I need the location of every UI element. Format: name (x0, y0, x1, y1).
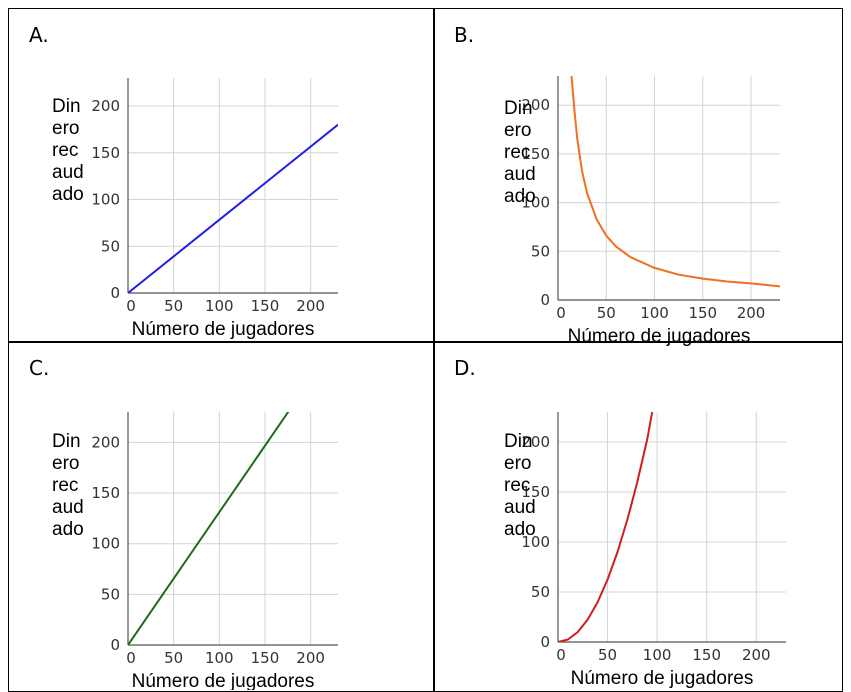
y-axis-label: Dinero recaudado (504, 431, 536, 540)
y-tick-label: 50 (101, 585, 120, 603)
panel-letter: A. (29, 23, 49, 47)
x-axis-label: Número de jugadores (568, 326, 751, 347)
x-tick-label: 0 (556, 646, 566, 664)
x-tick-label: 50 (164, 297, 183, 315)
series-line (558, 412, 654, 642)
series-line (570, 76, 780, 288)
x-tick-label: 150 (688, 304, 717, 322)
y-tick-label: 50 (101, 237, 120, 255)
panel-b[interactable]: B. (433, 8, 843, 343)
x-axis-label: Número de jugadores (132, 319, 315, 340)
panel-letter: D. (454, 356, 476, 380)
y-tick-label: 150 (521, 145, 550, 163)
y-tick-label: 0 (110, 636, 120, 654)
series-line (128, 412, 290, 645)
y-axis-label: Dinero recaudado (52, 431, 84, 540)
y-tick-label: 150 (521, 483, 550, 501)
y-axis-label-box: Dinero recaudado (504, 431, 536, 540)
x-tick-label: 200 (296, 297, 325, 315)
y-axis-label-box: Dinero recaudado (52, 431, 84, 540)
x-tick-label: 200 (296, 649, 325, 667)
y-tick-label: 100 (521, 194, 550, 212)
x-tick-label: 0 (556, 304, 566, 322)
y-tick-label: 50 (531, 242, 550, 260)
chart-1: 0 50 100 150 200 0 50 100 150 200 Número de jugado… (52, 78, 338, 340)
y-tick-label: 200 (91, 97, 120, 115)
y-tick-label: 0 (110, 284, 120, 302)
x-tick-label: 100 (643, 646, 672, 664)
x-axis-label: Número de jugadores (132, 671, 315, 690)
y-tick-label: 200 (521, 433, 550, 451)
chart-2: 0 50 100 150 200 0 50 100 150 200 Número de jugado… (504, 76, 780, 347)
y-axis-label-box: Dinero recaudado (504, 98, 536, 207)
x-axis-label: Número de jugadores (571, 668, 754, 689)
x-tick-label: 200 (742, 646, 771, 664)
y-tick-label: 100 (521, 533, 550, 551)
y-tick-label: 150 (91, 144, 120, 162)
panel-letter: B. (454, 23, 475, 47)
chart-3: 0 50 100 150 200 0 50 100 150 200 Número de jugado… (52, 412, 338, 690)
panel-a[interactable]: A. (8, 8, 435, 343)
y-axis-label: Dinero recaudado (504, 98, 536, 207)
y-tick-label: 50 (531, 583, 550, 601)
x-tick-label: 100 (205, 297, 234, 315)
x-tick-label: 150 (251, 297, 280, 315)
y-tick-label: 100 (91, 535, 120, 553)
x-tick-label: 200 (737, 304, 766, 322)
y-axis-label-box: Dinero recaudado (52, 96, 84, 205)
x-tick-label: 50 (164, 649, 183, 667)
x-tick-label: 100 (640, 304, 669, 322)
x-tick-label: 50 (597, 304, 616, 322)
x-tick-label: 150 (251, 649, 280, 667)
chart-4: 0 50 100 150 200 0 50 100 150 200 Número de jugado… (504, 412, 786, 689)
y-tick-label: 0 (540, 291, 550, 309)
y-tick-label: 0 (540, 633, 550, 651)
panel-letter: C. (29, 356, 50, 380)
y-tick-label: 200 (91, 433, 120, 451)
x-tick-label: 150 (692, 646, 721, 664)
y-axis-label: Dinero recaudado (52, 96, 84, 205)
x-tick-label: 0 (126, 297, 136, 315)
y-tick-label: 150 (91, 484, 120, 502)
series-line (128, 123, 338, 293)
y-tick-label: 100 (91, 191, 120, 209)
y-tick-label: 200 (521, 96, 550, 114)
x-tick-label: 100 (205, 649, 234, 667)
x-tick-label: 50 (598, 646, 617, 664)
x-tick-label: 0 (126, 649, 136, 667)
